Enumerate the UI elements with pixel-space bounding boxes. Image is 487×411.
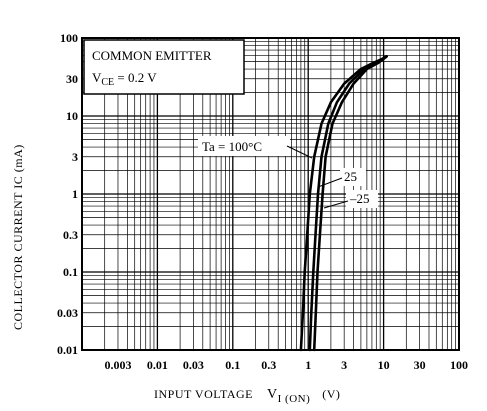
x-tick-label: 1: [305, 358, 311, 372]
tick-labels: 0.003 0.01 0.03 0.1 0.3 1 3 10 30 100 100 30 10 3 1 0.3…: [57, 31, 468, 372]
x-tick-label: 30: [414, 358, 426, 372]
y-tick-label: 10: [66, 109, 78, 123]
data-series: [299, 55, 389, 352]
y-tick-label: 0.03: [57, 306, 78, 320]
condition-box: COMMON EMITTER VCE = 0.2 V: [83, 39, 245, 95]
series-line-1: [308, 55, 387, 352]
series-label-100c: Ta = 100°C: [202, 139, 262, 154]
label-bg: [198, 136, 290, 156]
leader-line-100c: [286, 145, 313, 159]
x-axis-title: INPUT VOLTAGE VI (ON) (V): [154, 387, 340, 405]
x-tick-label: 0.03: [183, 358, 204, 372]
leader-line-25: [317, 177, 343, 188]
x-tick-label: 0.1: [225, 358, 240, 372]
condition-box-frame: [83, 39, 245, 95]
x-tick-label: 100: [450, 358, 468, 372]
series-labels: Ta = 100°C 25 –25: [198, 136, 378, 209]
condition-vce: VCE = 0.2 V: [92, 70, 157, 88]
y-tick-label: 1: [72, 187, 78, 201]
condition-title: COMMON EMITTER: [92, 48, 212, 63]
plot-frame: [81, 37, 460, 351]
x-tick-label: 3: [341, 358, 347, 372]
leader-line-minus25: [323, 200, 349, 209]
y-tick-label: 3: [72, 150, 78, 164]
label-bg: [346, 190, 378, 208]
series-label-minus25: –25: [349, 191, 370, 206]
x-tick-label: 0.01: [147, 358, 168, 372]
label-bg: [340, 168, 366, 186]
series-line-0: [299, 56, 385, 352]
x-tick-label: 0.003: [104, 358, 131, 372]
x-tick-label: 0.3: [261, 358, 276, 372]
series-label-25: 25: [344, 169, 357, 184]
y-tick-label: 0.01: [57, 343, 78, 357]
y-tick-label: 30: [66, 72, 78, 86]
y-tick-label: 0.1: [63, 265, 78, 279]
y-tick-label: 0.3: [63, 228, 78, 242]
y-axis-title: COLLECTOR CURRENT IC (mA): [11, 144, 25, 330]
series-line-2: [312, 55, 389, 352]
y-tick-label: 100: [60, 31, 78, 45]
x-tick-label: 10: [378, 358, 390, 372]
